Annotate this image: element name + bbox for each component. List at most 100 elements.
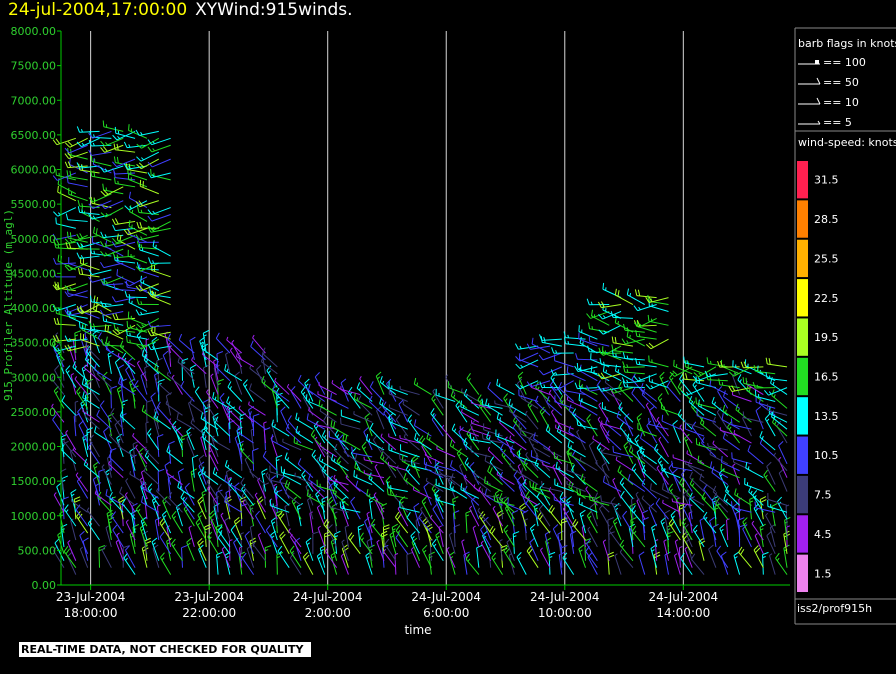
wind-barb: [70, 497, 88, 513]
wind-barb: [754, 533, 764, 555]
wind-barb: [340, 386, 361, 396]
wind-barb: [579, 509, 587, 534]
wind-barb: [531, 337, 551, 354]
wind-barb: [90, 169, 112, 181]
wind-barb: [282, 468, 302, 486]
wind-barb: [406, 551, 413, 575]
wind-barb: [252, 413, 260, 437]
wind-barb: [525, 497, 539, 520]
wind-barb: [538, 366, 563, 376]
wind-barb: [564, 384, 586, 396]
wind-barb: [147, 214, 171, 222]
wind-barb: [481, 488, 503, 499]
y-tick-label: 500.00: [18, 544, 57, 557]
wind-barb: [363, 456, 385, 465]
wind-barb: [418, 511, 432, 534]
wind-barb: [701, 437, 717, 458]
wind-barb: [589, 503, 598, 527]
wind-barb: [318, 399, 337, 416]
wind-barb: [648, 355, 669, 368]
wind-barb: [342, 433, 361, 451]
wind-barb: [558, 382, 575, 402]
wind-barb: [302, 552, 314, 575]
wind-barb: [139, 179, 159, 195]
wind-barb: [509, 445, 527, 465]
wind-barb: [54, 365, 65, 388]
wind-barb: [78, 321, 100, 333]
wind-barb: [612, 445, 634, 458]
wind-barb: [127, 311, 148, 326]
wind-barb: [300, 386, 314, 409]
wind-barb: [120, 413, 127, 437]
wind-barb: [212, 436, 231, 451]
wind-barb: [63, 438, 77, 458]
wind-barb: [69, 158, 88, 174]
wind-barb: [703, 511, 717, 534]
wind-barb: [312, 531, 319, 554]
wind-barb: [229, 347, 243, 368]
wind-barb: [357, 395, 373, 416]
wind-barb: [709, 461, 729, 479]
wind-barb: [719, 523, 729, 548]
wind-barb: [306, 413, 325, 430]
wind-barb: [286, 383, 302, 402]
wind-barb: [177, 481, 195, 499]
wind-barb: [459, 463, 468, 485]
wind-barb: [432, 388, 444, 409]
wind-barb: [720, 455, 740, 472]
wind-barb: [207, 485, 219, 506]
wind-barb: [469, 433, 491, 444]
wind-barb: [151, 336, 160, 361]
wind-barb: [689, 471, 705, 492]
wind-barb: [574, 365, 598, 372]
wind-barb: [526, 343, 551, 350]
wind-barb: [642, 517, 649, 541]
wind-barb: [88, 139, 112, 147]
wind-barb: [113, 143, 136, 153]
wind-barb: [53, 270, 76, 278]
header-date: 24-jul-2004,17:00:00: [8, 0, 188, 20]
x-tick-time: 10:00:00: [538, 606, 592, 620]
x-tick-time: 14:00:00: [656, 606, 710, 620]
wind-barb: [124, 545, 136, 568]
wind-barb: [249, 525, 255, 547]
wind-barb: [180, 491, 195, 513]
wind-barb: [435, 458, 456, 472]
wind-barb: [276, 552, 284, 575]
wind-barb: [356, 382, 373, 402]
wind-barb: [88, 276, 112, 283]
colorbar-swatch: [797, 161, 808, 199]
wind-barb: [608, 525, 622, 548]
wind-barb: [491, 552, 503, 575]
wind-barb: [538, 504, 551, 527]
wind-barb: [387, 461, 408, 472]
wind-barb: [197, 537, 207, 561]
wind-barb: [371, 518, 385, 541]
wind-barb: [395, 414, 409, 437]
wind-barb: [610, 496, 622, 520]
wind-barb: [153, 411, 171, 430]
wind-barb: [234, 433, 243, 458]
wind-barb: [592, 435, 610, 451]
wind-barb: [465, 510, 472, 534]
wind-barb: [681, 469, 693, 492]
wind-barb: [100, 207, 124, 218]
wind-barb: [580, 473, 598, 492]
wind-barb: [517, 371, 527, 395]
wind-barb: [165, 469, 183, 485]
wind-barb: [551, 347, 574, 354]
wind-barb: [340, 409, 361, 423]
wind-barb: [57, 185, 77, 202]
wind-barb: [336, 455, 349, 478]
colorbar-swatch: [797, 279, 808, 317]
wind-barb: [233, 482, 243, 506]
wind-barb: [146, 428, 160, 451]
wind-barb: [648, 417, 669, 430]
wind-barb: [460, 388, 480, 402]
wind-barb: [108, 450, 124, 472]
wind-barb: [683, 356, 705, 368]
wind-barb: [68, 187, 88, 202]
y-tick-labels: 0.00 500.00 1000.00 1500.00 2000.00 2500.00 30…: [11, 25, 57, 592]
wind-barb: [455, 400, 468, 423]
wind-barb: [76, 126, 100, 133]
